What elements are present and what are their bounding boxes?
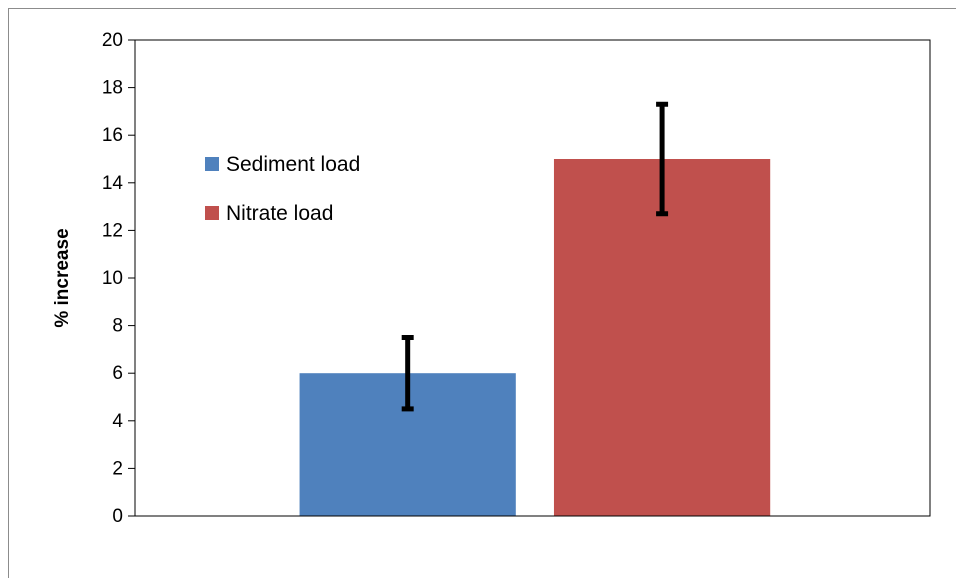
y-tick-label: 6 — [112, 363, 123, 384]
plot-area-border — [134, 39, 931, 517]
y-axis-ticks: 0 2 4 6 8 10 12 14 16 18 20 — [102, 30, 135, 527]
y-tick-label: 10 — [102, 268, 123, 289]
legend-label: Nitrate load — [226, 202, 333, 225]
legend-label: Sediment load — [226, 153, 360, 176]
y-tick-label: 16 — [102, 125, 123, 146]
y-tick-label: 4 — [112, 411, 123, 432]
y-tick-label: 18 — [102, 78, 123, 99]
y-tick-label: 8 — [112, 316, 123, 337]
error-bars — [401, 101, 669, 412]
y-tick-label: 2 — [112, 458, 123, 479]
y-tick-label: 12 — [102, 220, 123, 241]
bars — [299, 159, 771, 516]
legend-swatch — [205, 206, 219, 220]
y-tick-label: 20 — [102, 30, 123, 51]
y-tick-label: 0 — [112, 506, 123, 527]
y-tick-label: 14 — [102, 173, 124, 194]
y-axis-title: % increase — [52, 228, 73, 327]
legend: Sediment load Nitrate load — [205, 153, 360, 225]
bar-nitrate-load — [553, 159, 771, 516]
legend-swatch — [205, 157, 219, 171]
